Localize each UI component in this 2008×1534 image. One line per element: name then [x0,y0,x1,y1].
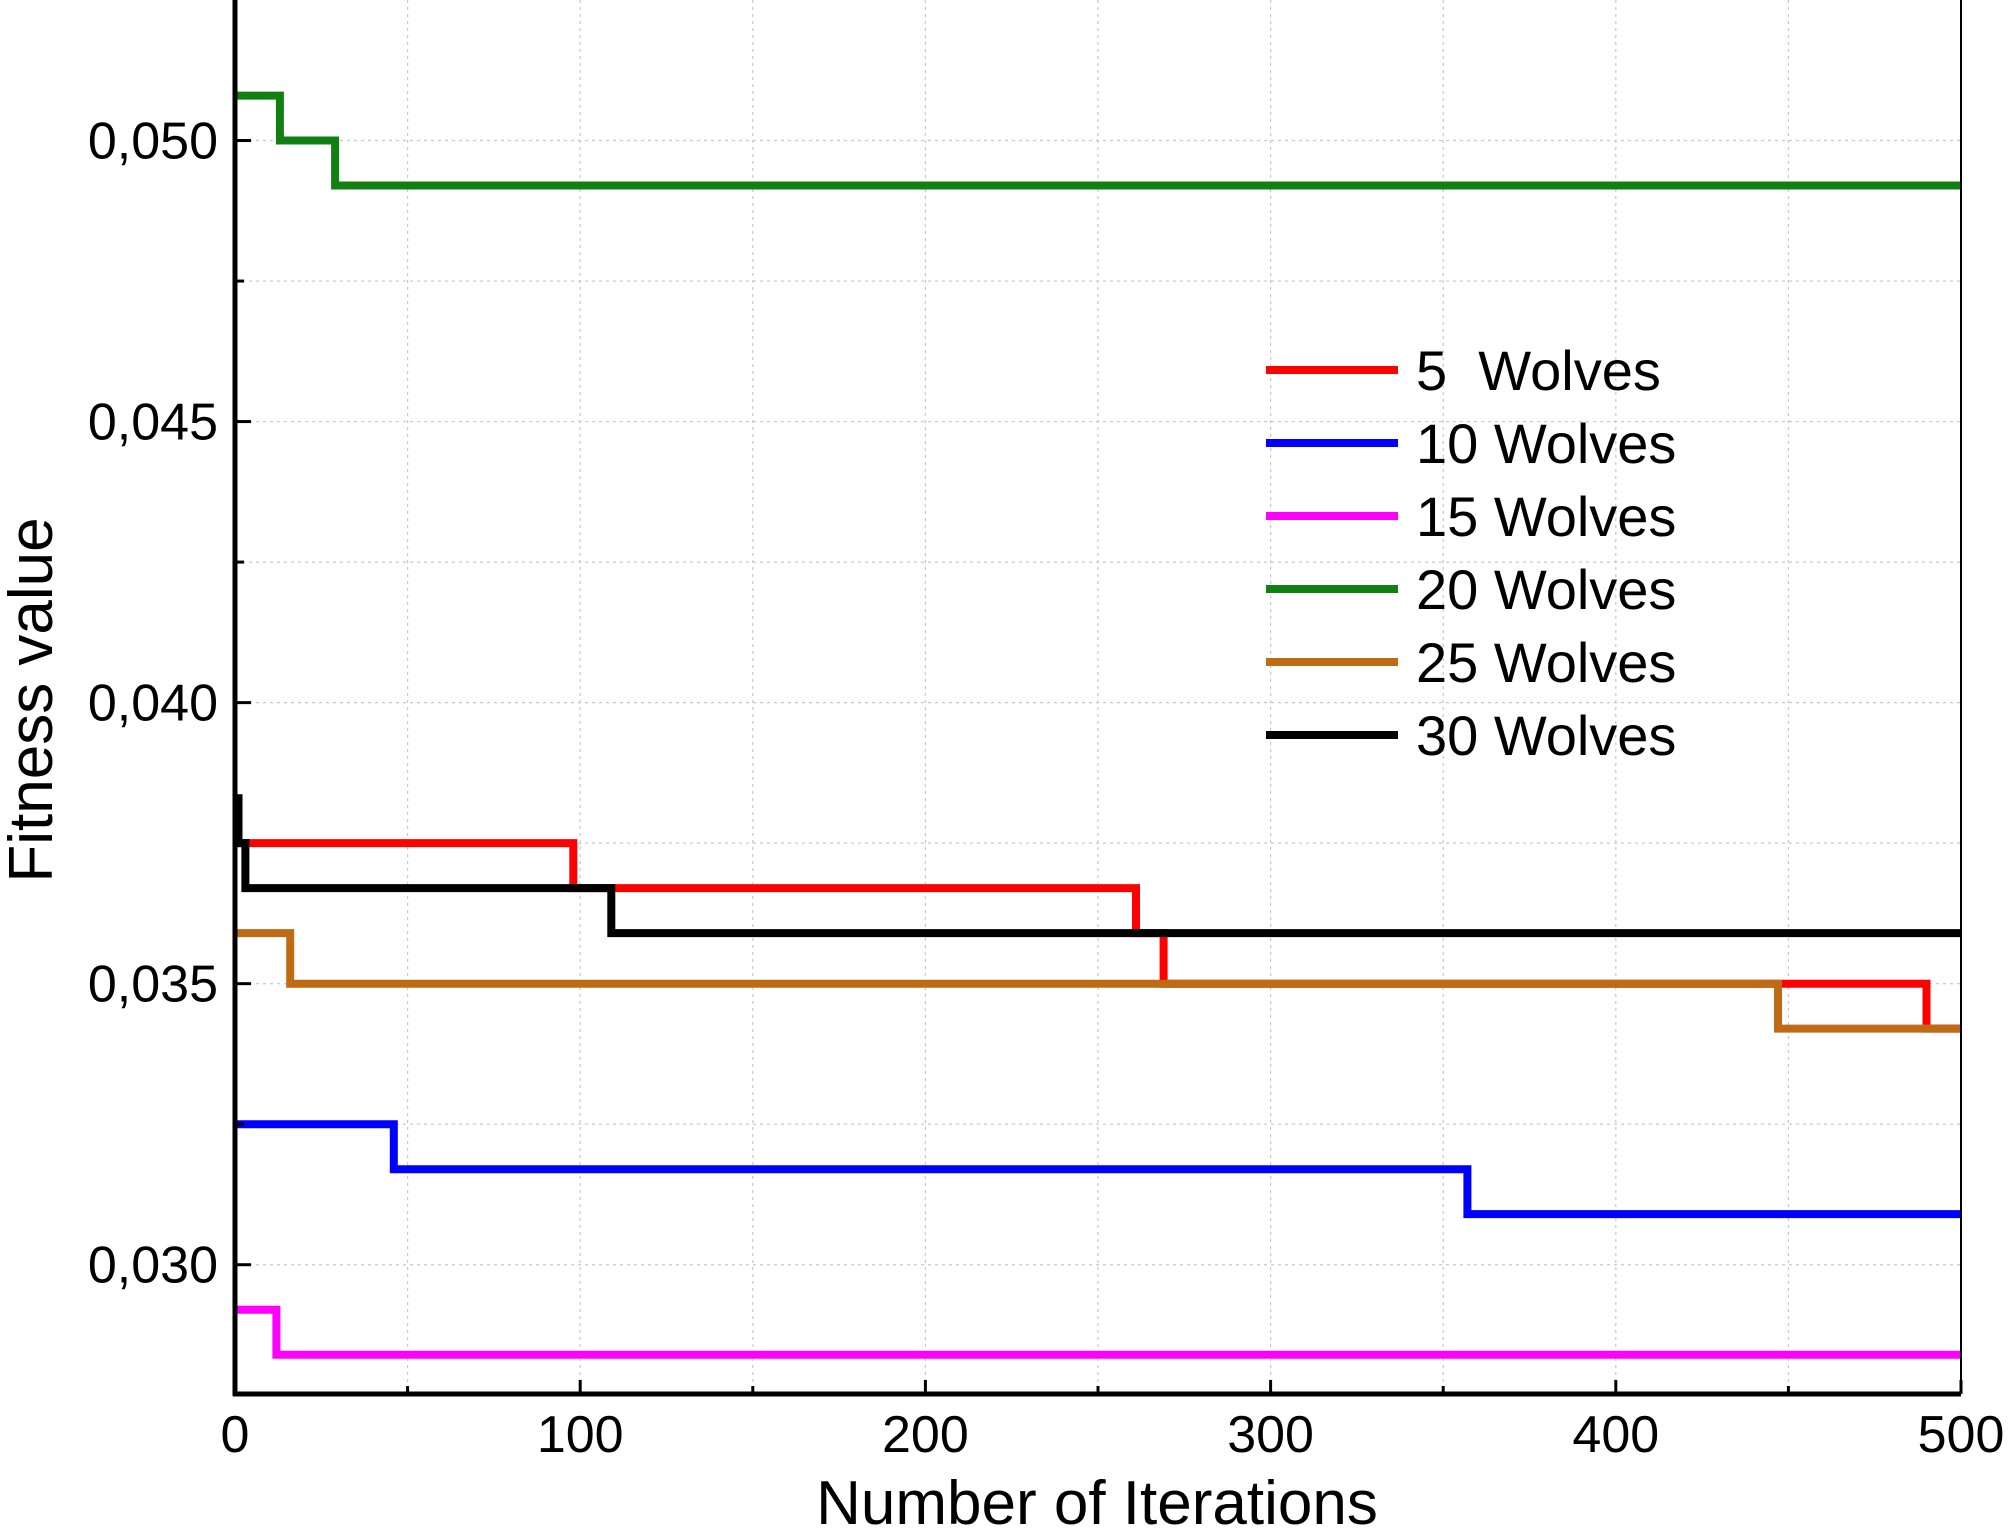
x-axis-title: Number of Iterations [816,1469,1378,1534]
legend-label: 25 Wolves [1416,631,1676,694]
y-tick-label: 0,040 [88,675,218,733]
y-tick-label: 0,035 [88,956,218,1014]
legend-entry: 25 Wolves [1266,631,1676,694]
y-tick-label: 0,050 [88,113,218,171]
series-line-3 [235,1305,1961,1359]
legend-entry: 15 Wolves [1266,485,1676,548]
y-tick-label: 0,045 [88,394,218,452]
axes [232,0,1963,1397]
legend-label: 20 Wolves [1416,558,1676,621]
x-tick-label: 500 [1918,1406,2005,1464]
legend-entry: 30 Wolves [1266,704,1676,767]
series-line-6 [234,794,1961,938]
y-tick-label: 0,030 [88,1237,218,1295]
x-tick-label: 300 [1227,1406,1314,1464]
legend: 5 Wolves 10 Wolves 15 Wolves 20 Wolves 25 Wo… [1266,339,1676,767]
legend-label: 30 Wolves [1416,704,1676,767]
legend-entry: 5 Wolves [1266,339,1661,402]
x-tick-label: 400 [1572,1406,1659,1464]
legend-label: 5 Wolves [1416,339,1661,402]
legend-entry: 10 Wolves [1266,412,1676,475]
legend-entry: 20 Wolves [1266,558,1676,621]
series-line-5 [235,929,1961,1033]
tick-labels: 0 100 200 300 400 500 0,030 0,035 0,040 0,045 0,05… [88,113,2005,1464]
legend-label: 15 Wolves [1416,485,1676,548]
y-axis-title: Fitness value [0,517,66,882]
series-line-4 [235,91,1961,190]
grid [235,0,1961,1394]
x-tick-label: 100 [537,1406,624,1464]
x-tick-label: 0 [221,1406,250,1464]
x-tick-label: 200 [882,1406,969,1464]
series-lines [234,91,1961,1359]
series-line-2 [235,1120,1961,1219]
legend-label: 10 Wolves [1416,412,1676,475]
